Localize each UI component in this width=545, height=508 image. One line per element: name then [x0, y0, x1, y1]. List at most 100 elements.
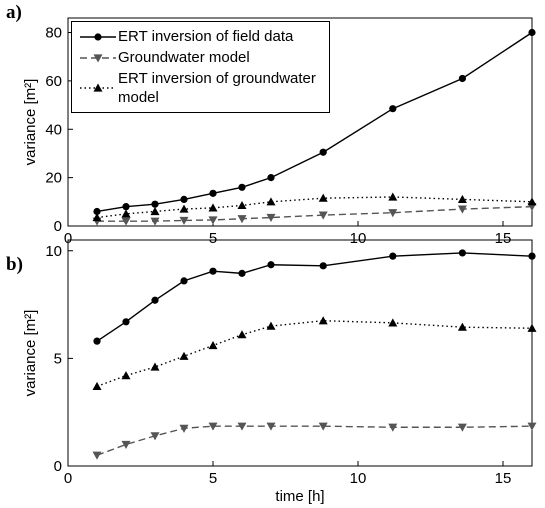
plot-frame	[67, 239, 533, 467]
marker	[458, 249, 466, 257]
marker	[319, 262, 327, 270]
marker	[179, 216, 189, 225]
marker	[389, 105, 397, 113]
marker	[267, 174, 275, 182]
y-axis-label: variance [m²]	[22, 310, 39, 397]
y-tick-label: 20	[45, 170, 62, 187]
marker	[151, 296, 159, 304]
legend-label: Groundwater model	[118, 49, 250, 66]
plot-frame	[67, 17, 533, 227]
marker	[93, 83, 103, 92]
marker	[318, 211, 328, 220]
y-tick-label: 40	[45, 121, 62, 138]
marker	[121, 440, 131, 449]
x-tick-label: 10	[350, 230, 367, 247]
marker	[180, 195, 188, 203]
series-line	[96, 252, 533, 342]
y-tick-label: 0	[54, 458, 62, 475]
marker	[318, 316, 328, 325]
marker	[93, 337, 101, 345]
marker	[208, 203, 218, 212]
marker	[121, 209, 131, 218]
marker	[266, 213, 276, 223]
marker	[92, 213, 102, 222]
marker	[457, 322, 467, 331]
marker	[318, 422, 328, 431]
marker	[122, 203, 130, 211]
x-tick-label: 10	[350, 470, 367, 487]
marker	[150, 362, 160, 371]
marker	[92, 381, 102, 390]
x-tick-label: 0	[64, 470, 72, 487]
marker	[266, 422, 276, 431]
marker	[388, 209, 398, 218]
marker	[121, 371, 131, 380]
legend: ERT inversion of field data Groundwater m…	[71, 21, 330, 113]
y-tick-label: 5	[54, 350, 62, 367]
marker	[151, 200, 159, 208]
legend-label: ERT inversion of groundwater model	[118, 70, 316, 106]
y-tick-label: 10	[45, 243, 62, 260]
marker	[527, 197, 537, 206]
marker	[121, 217, 131, 226]
x-tick-label: 0	[64, 230, 72, 247]
legend-entry: ERT inversion of field data	[78, 27, 323, 46]
marker	[389, 252, 397, 260]
marker	[179, 424, 189, 433]
y-tick-label: 0	[54, 218, 62, 235]
x-tick-label: 15	[495, 470, 512, 487]
y-axis-label: variance [m²]	[22, 79, 39, 166]
marker	[150, 206, 160, 216]
marker	[528, 28, 536, 37]
legend-label: ERT inversion of field data	[118, 28, 294, 45]
panel-label: a)	[6, 2, 22, 23]
marker	[209, 189, 217, 197]
marker	[208, 216, 218, 225]
marker	[238, 269, 246, 277]
marker	[319, 148, 327, 156]
marker	[179, 204, 189, 213]
panel-label: b)	[6, 254, 23, 275]
marker	[93, 53, 103, 62]
marker	[150, 217, 160, 226]
marker	[180, 277, 188, 285]
series-line	[96, 425, 533, 456]
marker	[388, 423, 398, 432]
marker	[457, 205, 467, 214]
marker	[457, 423, 467, 432]
marker	[209, 267, 217, 275]
marker	[237, 215, 247, 224]
marker	[318, 193, 328, 202]
marker	[267, 261, 275, 269]
marker	[266, 197, 276, 206]
x-axis-label: time [h]	[275, 488, 324, 505]
marker	[458, 74, 466, 83]
marker	[94, 32, 102, 41]
legend-symbol	[80, 83, 116, 92]
marker	[237, 200, 247, 210]
legend-symbol	[80, 32, 116, 41]
marker	[457, 194, 467, 203]
marker	[388, 192, 398, 201]
legend-symbol	[80, 53, 116, 62]
series-line	[96, 196, 533, 219]
x-tick-label: 15	[495, 230, 512, 247]
marker	[179, 351, 189, 360]
y-tick-label: 60	[45, 73, 62, 90]
marker	[208, 422, 218, 431]
marker	[238, 183, 246, 191]
marker	[527, 323, 537, 332]
legend-entry: ERT inversion of groundwater model	[78, 69, 323, 107]
marker	[266, 321, 276, 330]
x-tick-label: 5	[209, 470, 217, 487]
marker	[527, 422, 537, 431]
marker	[93, 207, 101, 216]
marker	[122, 318, 130, 326]
marker	[528, 252, 536, 260]
marker	[237, 422, 247, 431]
series-line	[97, 205, 533, 222]
x-tick-label: 5	[209, 230, 217, 247]
marker	[388, 318, 398, 327]
